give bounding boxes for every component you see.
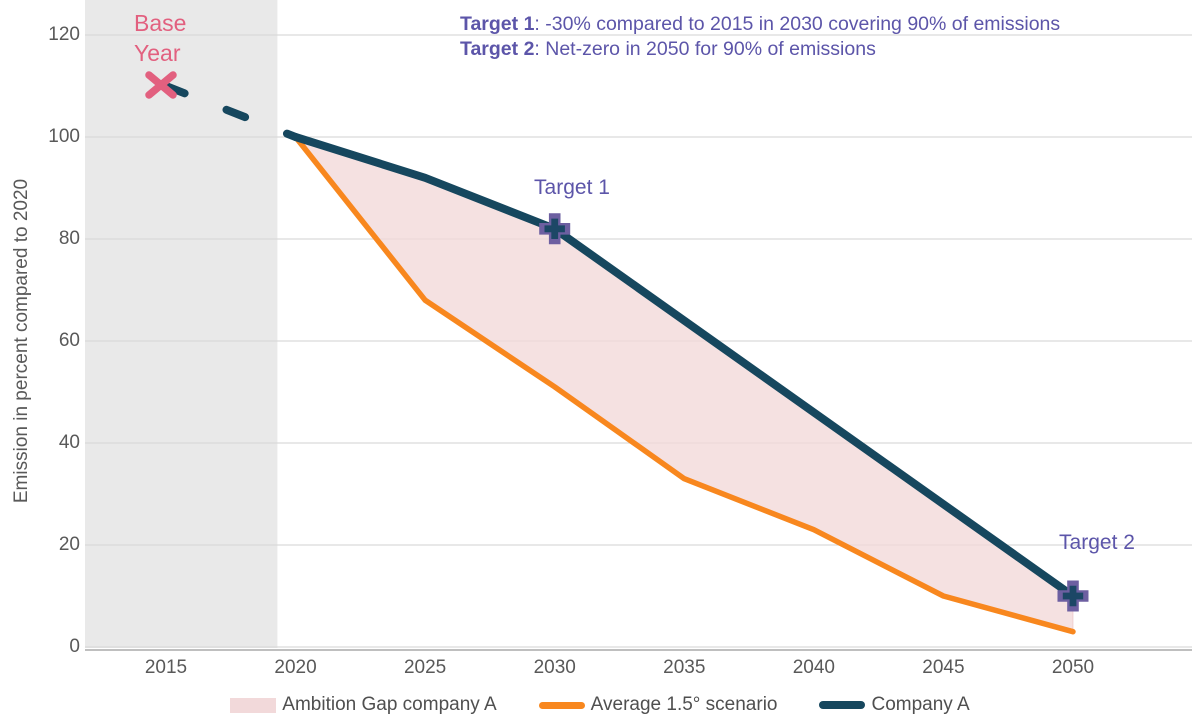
x-tick-label-2025: 2025 [403, 657, 447, 678]
y-tick-label-0: 0 [69, 636, 80, 657]
y-tick-label-60: 60 [58, 330, 80, 351]
target1-annotation-label: Target 1 [460, 13, 535, 35]
target1-point-label: Target 1 [534, 176, 610, 199]
x-tick-label-2050: 2050 [1051, 657, 1095, 678]
x-tick-label-2045: 2045 [922, 657, 965, 678]
target2-annotation-text: : Net-zero in 2050 for 90% of emissions [534, 38, 876, 60]
y-axis-title: Emission in percent compared to 2020 [11, 178, 32, 504]
x-tick-label-2040: 2040 [792, 657, 835, 678]
x-tick-label-2015: 2015 [144, 657, 188, 678]
x-tick-label-2030: 2030 [533, 657, 576, 678]
scenario-line [292, 134, 1076, 635]
target1-annotation: Target 1: -30% compared to 2015 in 2030 … [460, 12, 1060, 37]
scenario-line-swatch-icon [538, 701, 585, 709]
target-annotations: Target 1: -30% compared to 2015 in 2030 … [460, 12, 1060, 62]
y-tick-label-40: 40 [58, 432, 80, 453]
x-tick-label-2020: 2020 [274, 657, 317, 678]
base-year-line2: Year [134, 40, 181, 66]
legend-item-ambition-gap: Ambition Gap company A [230, 694, 497, 716]
target2-annotation: Target 2: Net-zero in 2050 for 90% of em… [460, 37, 1060, 62]
base-year-label: Base Year [134, 8, 186, 68]
company-line-swatch-icon [819, 701, 866, 709]
y-tick-label-120: 120 [48, 24, 80, 45]
legend-item-company-a: Company A [819, 694, 970, 716]
legend-label-ambition-gap: Ambition Gap company A [282, 694, 497, 715]
company-line [291, 133, 1077, 600]
target1-annotation-text: : -30% compared to 2015 in 2030 covering… [534, 13, 1061, 35]
y-tick-label-80: 80 [58, 228, 80, 249]
company-history-dashed-line [162, 82, 300, 141]
base-year-line1: Base [134, 10, 187, 36]
legend-label-scenario: Average 1.5° scenario [590, 694, 778, 715]
target-plus-marker-core-1 [544, 218, 565, 239]
x-tick-label-2035: 2035 [663, 657, 706, 678]
chart-legend: Ambition Gap company A Average 1.5° scen… [0, 694, 1200, 716]
target2-point-label: Target 2 [1059, 531, 1135, 554]
target-plus-marker-core-2 [1062, 585, 1084, 607]
target2-annotation-label: Target 2 [460, 38, 535, 60]
legend-item-scenario: Average 1.5° scenario [538, 694, 778, 716]
ambition-gap-swatch-icon [230, 697, 277, 713]
base-year-x-marker-icon [145, 71, 177, 99]
base-year-shaded-band [85, 0, 278, 648]
y-tick-label-20: 20 [58, 534, 80, 555]
ambition-gap-area [294, 136, 1074, 633]
y-tick-label-100: 100 [48, 126, 80, 147]
legend-label-company-a: Company A [871, 694, 970, 715]
